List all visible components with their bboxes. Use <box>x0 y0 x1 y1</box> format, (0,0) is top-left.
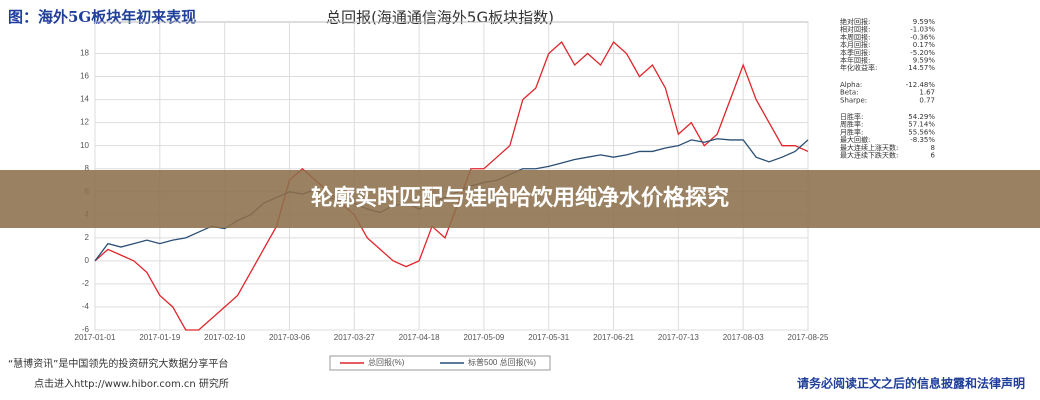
stat-label: 月胜率: <box>840 127 863 136</box>
stat-label: 年化收益率: <box>840 63 877 72</box>
y-tick-label: 0 <box>85 256 90 265</box>
y-tick-label: 2 <box>85 233 90 242</box>
stat-label: 本月回报: <box>840 40 870 49</box>
stat-label: Alpha: <box>840 81 862 89</box>
stat-label: 本年回报: <box>840 56 870 65</box>
stat-value: 1.67 <box>919 89 935 97</box>
x-tick-label: 2017-03-06 <box>269 333 310 342</box>
y-tick-label: 16 <box>80 72 89 81</box>
stat-value: -8.35% <box>910 136 935 144</box>
stat-label: 相对回报: <box>840 25 870 34</box>
legend-label: 标普500 总回报(%) <box>468 357 536 367</box>
stat-label: 最大连续下跌天数: <box>840 151 898 160</box>
banner-bg <box>0 170 1040 228</box>
stat-value: -1.03% <box>910 26 935 34</box>
x-tick-label: 2017-04-18 <box>399 333 440 342</box>
x-tick-label: 2017-05-09 <box>463 333 504 342</box>
stat-value: -12.48% <box>906 81 936 89</box>
stat-label: Beta: <box>840 89 859 97</box>
x-tick-label: 2017-08-25 <box>788 333 829 342</box>
stat-value: 14.57% <box>908 64 935 72</box>
stat-label: 周胜率: <box>840 120 863 129</box>
stat-label: 本周回报: <box>840 32 870 41</box>
stat-value: 9.59% <box>913 57 936 65</box>
stat-label: 最大连续上涨天数: <box>840 143 898 152</box>
x-tick-label: 2017-03-27 <box>334 333 375 342</box>
y-tick-label: 12 <box>80 118 89 127</box>
stat-value: 54.29% <box>908 113 935 121</box>
stat-value: 57.14% <box>908 121 935 129</box>
x-tick-label: 2017-05-31 <box>528 333 569 342</box>
stat-value: -5.20% <box>910 49 935 57</box>
stat-value: 6 <box>931 152 936 160</box>
chart-title: 总回报(海通通信海外5G板块指数) <box>326 9 554 27</box>
legend-label: 总回报(%) <box>368 357 405 367</box>
y-tick-label: -2 <box>82 279 90 288</box>
x-tick-label: 2017-02-10 <box>204 333 245 342</box>
y-tick-label: 18 <box>80 49 89 58</box>
stat-value: -0.36% <box>910 33 935 41</box>
x-tick-label: 2017-07-13 <box>658 333 699 342</box>
stat-value: 0.17% <box>913 41 936 49</box>
footer-link[interactable]: 点击进入http://www.hibor.com.cn 研究所 <box>34 377 229 390</box>
stat-label: 本季回报: <box>840 48 870 57</box>
banner-text: 轮廓实时匹配与娃哈哈饮用纯净水价格探究 <box>311 185 729 211</box>
y-tick-label: 8 <box>85 164 90 173</box>
stat-label: 最大回撤: <box>840 135 870 144</box>
x-tick-label: 2017-08-03 <box>723 333 764 342</box>
overlay: 轮廓实时匹配与娃哈哈饮用纯净水价格探究 <box>0 170 1040 228</box>
stat-label: 日胜率: <box>840 112 863 121</box>
y-tick-label: 10 <box>80 141 89 150</box>
footer-left: “慧博资讯”是中国领先的投资研究大数据分享平台 <box>8 357 228 370</box>
y-tick-label: -4 <box>82 302 90 311</box>
header-title: 图：海外5G板块年初来表现 <box>8 8 196 26</box>
plot: -6-4-20246810121416182017-01-012017-01-1… <box>75 17 936 371</box>
y-tick-label: 14 <box>80 95 89 104</box>
stat-value: 8 <box>931 144 935 152</box>
stat-label: 绝对回报: <box>840 17 870 26</box>
x-tick-label: 2017-01-19 <box>139 333 180 342</box>
stat-value: 55.56% <box>908 128 935 136</box>
footer-right: 请务必阅读正文之后的信息披露和法律声明 <box>797 376 1025 391</box>
stat-label: Sharpe: <box>840 96 867 104</box>
x-tick-label: 2017-01-01 <box>75 333 116 342</box>
stat-value: 0.77 <box>919 96 935 104</box>
stat-value: 9.59% <box>913 18 936 26</box>
y-tick-label: -6 <box>82 325 90 334</box>
x-tick-label: 2017-06-21 <box>593 333 634 342</box>
